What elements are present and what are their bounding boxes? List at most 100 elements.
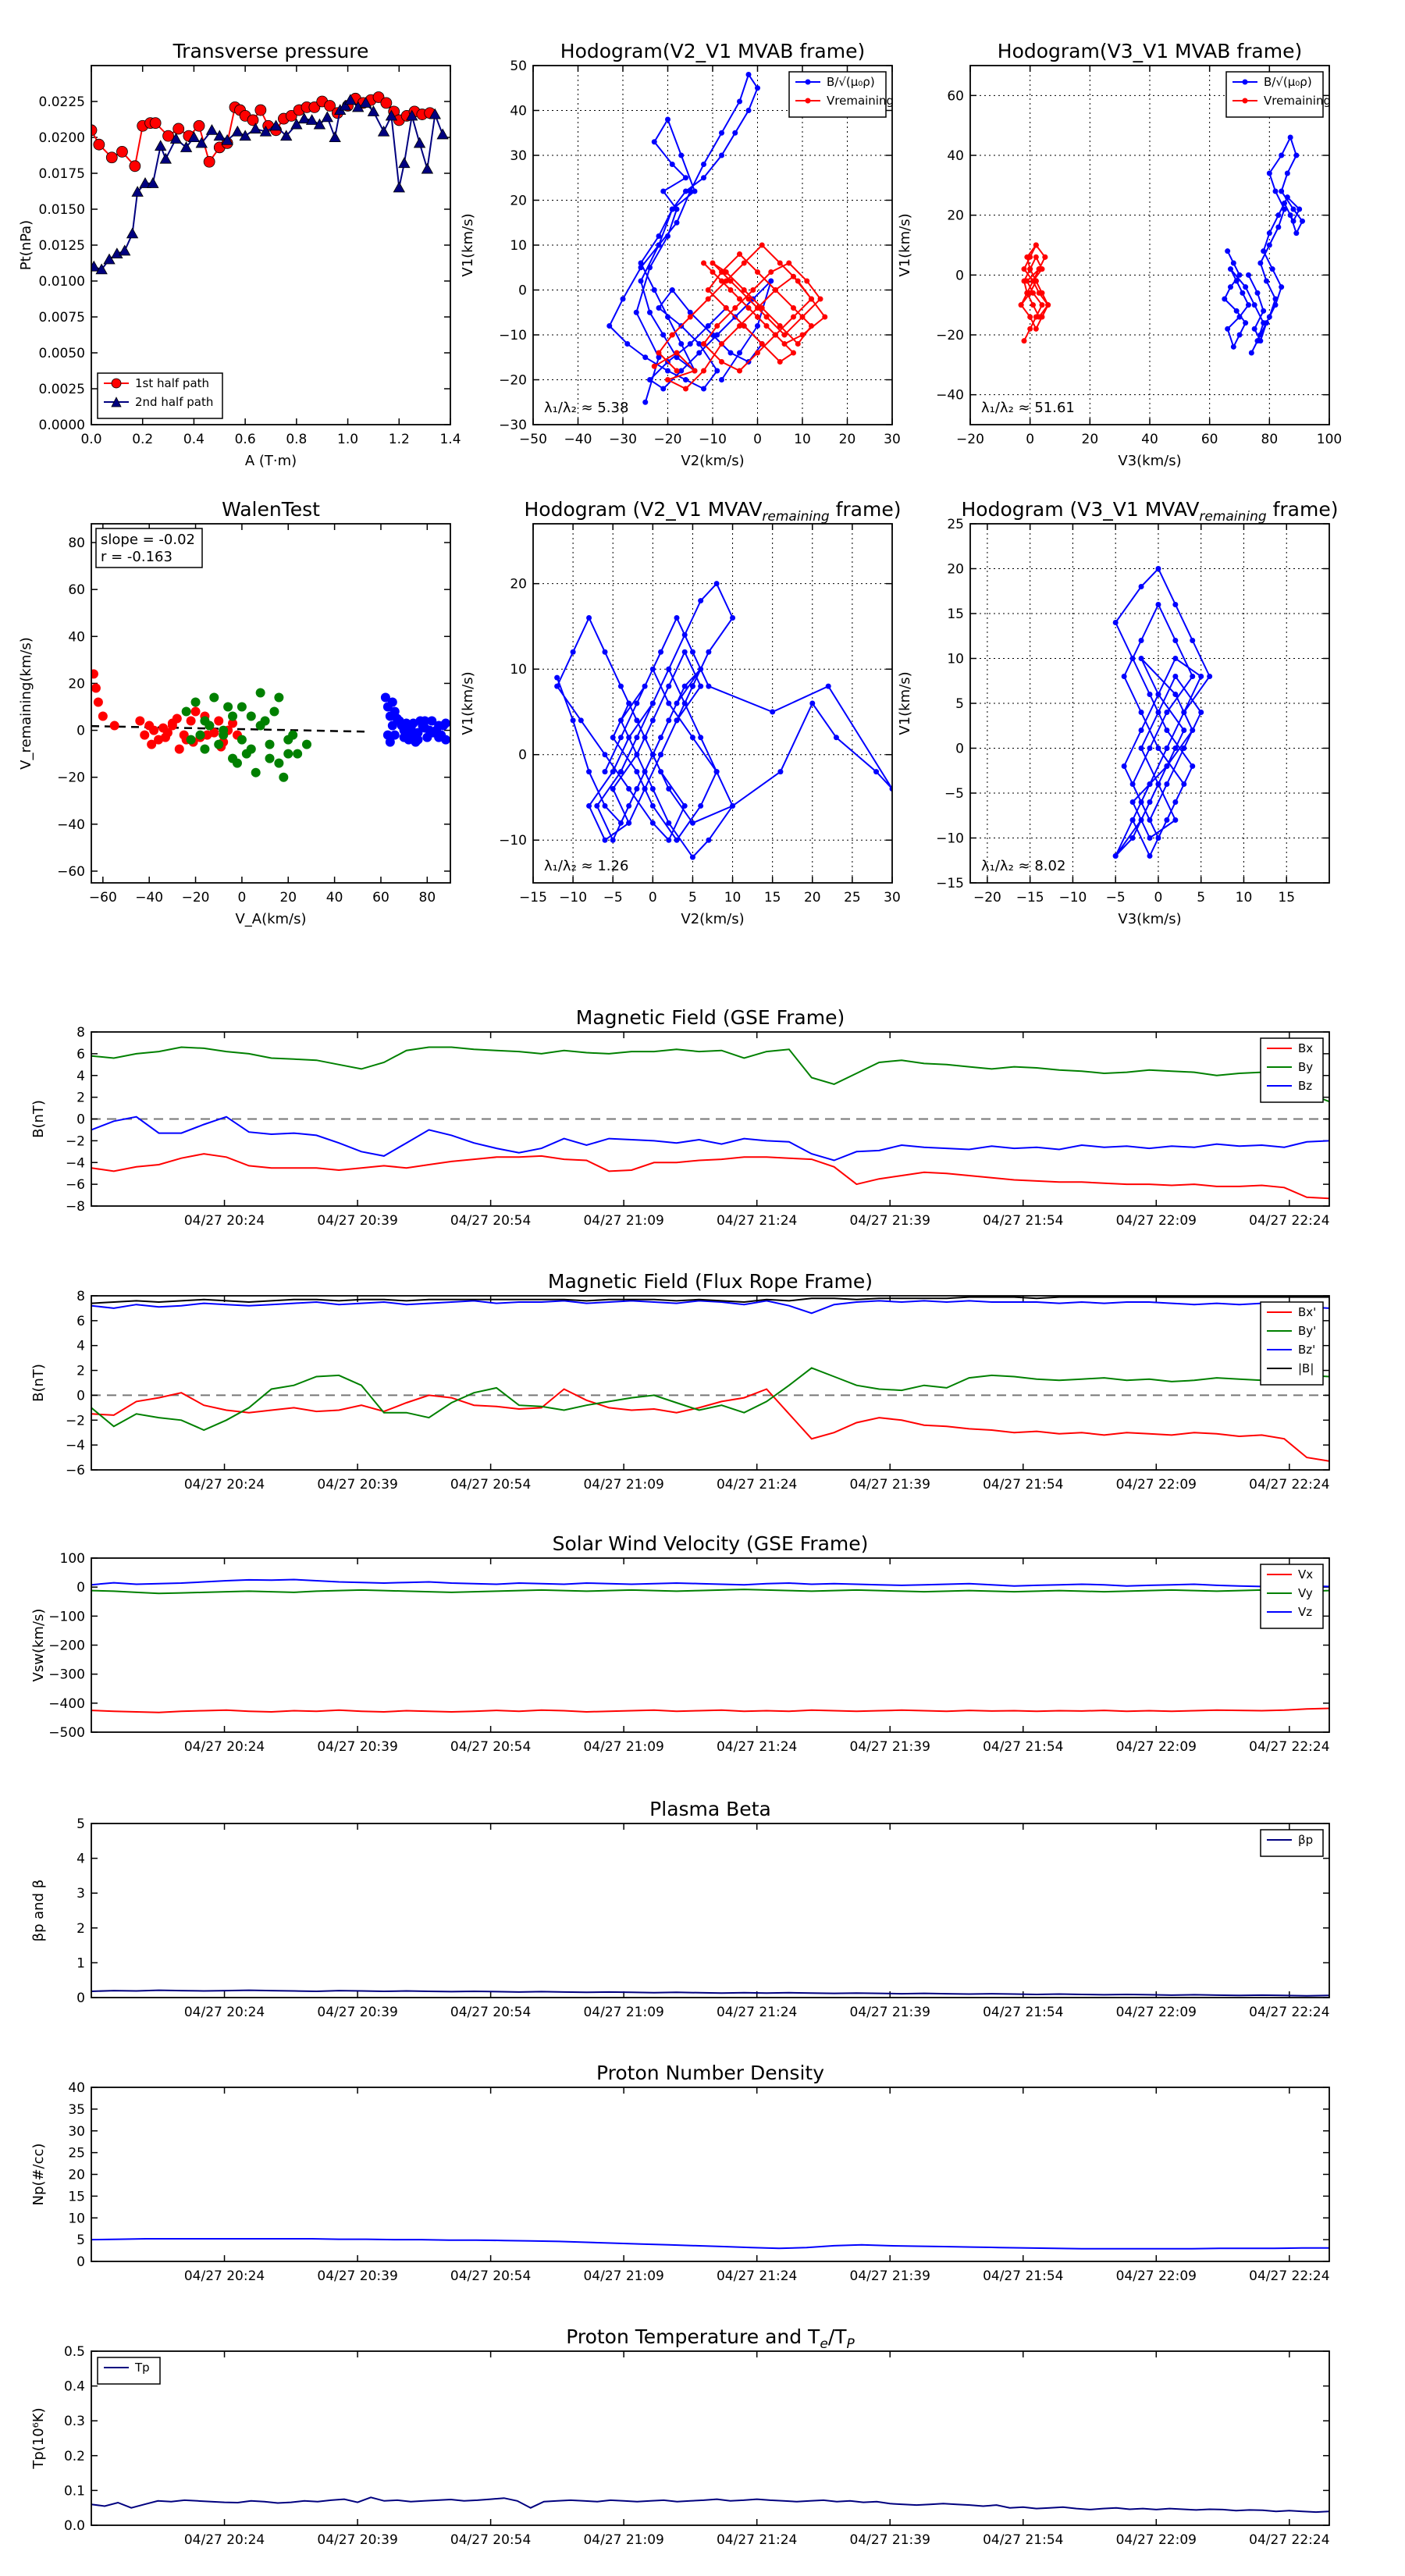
y-tick-label: −6: [66, 1177, 85, 1193]
data-point: [689, 820, 695, 826]
data-point: [791, 314, 796, 320]
data-point: [1033, 254, 1039, 260]
data-point: [214, 716, 224, 726]
y-tick-label: 10: [947, 652, 964, 667]
data-point: [665, 116, 670, 123]
data-point: [656, 233, 662, 239]
data-point: [638, 260, 644, 266]
data-point: [398, 157, 411, 169]
chart-5: Hodogram (V3_V1 MVAVremaining frame)−20−…: [897, 498, 1338, 927]
axes-frame: [91, 523, 451, 884]
data-point: [241, 749, 251, 759]
plot-area: [554, 581, 892, 860]
data-point: [429, 728, 439, 738]
data-point: [91, 683, 101, 693]
chart-title-end: /T: [828, 2325, 847, 2348]
data-point: [642, 769, 648, 775]
x-tick-label: −10: [699, 432, 727, 447]
legend-label: |B|: [1298, 1361, 1314, 1375]
data-point: [1181, 781, 1187, 787]
x-tick-label: 1.4: [439, 432, 461, 447]
data-point: [723, 305, 729, 311]
y-axis-label: Vsw(km/s): [30, 1609, 47, 1682]
y-tick-label: 0: [518, 283, 527, 299]
x-tick-label: 04/27 22:24: [1249, 1213, 1329, 1229]
y-tick-label: −40: [936, 388, 964, 404]
y-axis-label: βp and β: [30, 1880, 47, 1942]
chart-title: Hodogram (V3_V1 MVAVremaining frame): [962, 498, 1339, 525]
data-point: [610, 837, 616, 843]
legend: Vx Vy Vz: [1260, 1564, 1324, 1629]
data-point: [750, 287, 756, 293]
x-tick-label: 04/27 22:24: [1249, 1477, 1329, 1493]
data-point: [763, 314, 770, 320]
legend-label: Vy: [1298, 1586, 1313, 1600]
x-tick-label: −50: [519, 432, 547, 447]
y-tick-label: −40: [57, 817, 85, 833]
data-point: [660, 332, 667, 338]
y-axis-label: Tp(10⁶K): [30, 2407, 47, 2469]
data-point: [147, 739, 157, 749]
series-0: [554, 581, 892, 860]
data-point: [732, 305, 738, 311]
data-point: [91, 260, 100, 272]
data-point: [705, 287, 711, 293]
y-tick-label: −30: [499, 418, 527, 433]
stats-text: r = -0.163: [101, 549, 173, 565]
data-point: [1027, 266, 1033, 272]
series-0: [1112, 566, 1213, 859]
series-2: [91, 1115, 1329, 1162]
x-tick-label: 04/27 20:24: [184, 2268, 265, 2284]
data-point: [1228, 284, 1233, 290]
y-tick-label: 1: [76, 1955, 85, 1971]
y-tick-label: 60: [947, 88, 964, 104]
data-point: [1293, 152, 1300, 158]
x-tick-label: 04/27 21:09: [583, 2268, 663, 2284]
data-point: [93, 697, 103, 707]
data-point: [1240, 290, 1246, 296]
chart-title: Hodogram (V2_V1 MVAVremaining frame): [525, 498, 902, 525]
x-tick-label: 04/27 20:24: [184, 1477, 265, 1493]
data-point: [768, 278, 774, 284]
y-tick-label: −20: [936, 328, 964, 343]
data-point: [669, 287, 675, 293]
data-point: [741, 260, 747, 266]
y-tick-label: 0.0050: [39, 346, 85, 361]
data-point: [656, 354, 662, 361]
y-tick-label: 2: [76, 1921, 85, 1937]
x-tick-label: 04/27 21:54: [983, 2005, 1063, 2020]
x-tick-label: 80: [1261, 432, 1279, 447]
data-point: [380, 97, 393, 109]
plot-area: [91, 2238, 1329, 2250]
data-point: [203, 155, 215, 168]
x-tick-label: 10: [724, 890, 742, 906]
x-axis-label: V_A(km/s): [235, 911, 306, 927]
data-point: [656, 350, 662, 356]
data-point: [1129, 835, 1136, 841]
data-point: [791, 305, 796, 311]
data-point: [610, 786, 616, 792]
data-point: [1172, 674, 1179, 679]
x-tick-label: 04/27 20:54: [450, 1213, 531, 1229]
y-tick-label: −2: [66, 1133, 85, 1149]
data-point: [1257, 338, 1264, 344]
x-tick-label: 04/27 20:39: [317, 2005, 397, 2020]
series-line: [1115, 567, 1211, 858]
data-point: [727, 287, 734, 293]
data-point: [649, 820, 656, 826]
x-tick-label: −5: [1106, 890, 1126, 906]
data-point: [777, 260, 783, 266]
data-point: [809, 700, 816, 706]
axes-frame: [91, 2087, 1330, 2262]
chart-title-text: Proton Temperature and T: [566, 2325, 820, 2348]
series-1: [91, 1046, 1329, 1103]
y-tick-label: 0: [518, 748, 527, 763]
data-point: [339, 99, 351, 111]
legend-label: Bz: [1298, 1079, 1312, 1093]
x-tick-label: −40: [564, 432, 592, 447]
plot-area: [91, 1296, 1329, 1462]
data-point: [674, 614, 680, 621]
data-point: [160, 732, 170, 742]
data-point: [763, 323, 770, 329]
data-point: [626, 820, 632, 826]
